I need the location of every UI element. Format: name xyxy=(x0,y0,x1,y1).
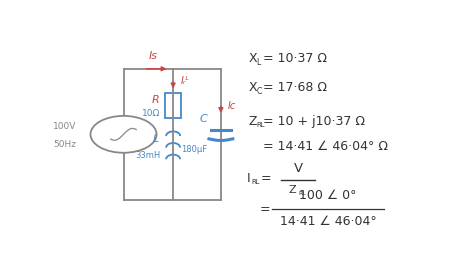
Text: R: R xyxy=(152,94,159,105)
Text: L: L xyxy=(153,134,159,144)
Text: X: X xyxy=(248,52,257,65)
Text: I: I xyxy=(246,172,250,185)
Text: = 14·41 ∠ 46·04° Ω: = 14·41 ∠ 46·04° Ω xyxy=(263,140,388,153)
Text: 14·41 ∠ 46·04°: 14·41 ∠ 46·04° xyxy=(280,215,376,228)
Text: X: X xyxy=(248,81,257,94)
Text: Z: Z xyxy=(248,115,257,127)
Text: RL: RL xyxy=(251,179,260,185)
Bar xyxy=(165,93,182,118)
Text: 100V: 100V xyxy=(53,122,76,131)
Text: 33mH: 33mH xyxy=(135,151,161,160)
Text: =: = xyxy=(259,203,270,215)
Text: =: = xyxy=(261,172,271,185)
Text: Is: Is xyxy=(148,52,157,61)
Text: = 10·37 Ω: = 10·37 Ω xyxy=(263,52,327,65)
Text: = 17·68 Ω: = 17·68 Ω xyxy=(263,81,327,94)
Text: Ic: Ic xyxy=(228,101,236,111)
Text: = 10 + j10·37 Ω: = 10 + j10·37 Ω xyxy=(263,115,365,127)
Text: L: L xyxy=(256,58,261,67)
Text: V: V xyxy=(293,162,302,175)
Text: 10Ω: 10Ω xyxy=(142,109,161,118)
Text: RL: RL xyxy=(298,191,306,196)
Text: C: C xyxy=(256,87,262,96)
Text: 100 ∠ 0°: 100 ∠ 0° xyxy=(299,189,357,202)
Text: Z: Z xyxy=(289,185,296,195)
Text: 180μF: 180μF xyxy=(181,145,207,153)
Text: 50Hz: 50Hz xyxy=(53,140,76,149)
Text: RL: RL xyxy=(256,122,265,128)
Text: C: C xyxy=(200,114,207,124)
Text: Iᵣᴸ: Iᵣᴸ xyxy=(181,76,189,86)
